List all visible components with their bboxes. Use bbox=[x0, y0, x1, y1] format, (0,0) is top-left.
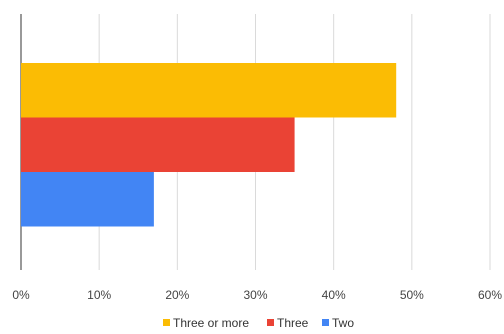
bars bbox=[21, 63, 397, 227]
x-tick-label-40: 40% bbox=[322, 288, 346, 302]
legend-swatch-two bbox=[322, 319, 329, 326]
legend-label-three: Three bbox=[277, 316, 309, 330]
x-tick-label-30: 30% bbox=[243, 288, 267, 302]
x-tick-label-20: 20% bbox=[165, 288, 189, 302]
x-tick-label-50: 50% bbox=[400, 288, 424, 302]
x-tick-label-0: 0% bbox=[12, 288, 30, 302]
bar-three bbox=[21, 117, 295, 172]
legend-swatch-three bbox=[267, 319, 274, 326]
legend-swatch-three-or-more bbox=[163, 319, 170, 326]
legend-label-three-or-more: Three or more bbox=[173, 316, 249, 330]
x-tick-label-60: 60% bbox=[478, 288, 502, 302]
legend-label-two: Two bbox=[332, 316, 354, 330]
bar-three-or-more bbox=[21, 63, 397, 118]
x-axis-tick-labels: 0% 10% 20% 30% 40% 50% 60% bbox=[12, 288, 502, 302]
legend: Three or more Three Two bbox=[163, 316, 354, 330]
x-tick-label-10: 10% bbox=[87, 288, 111, 302]
bar-two bbox=[21, 172, 154, 227]
